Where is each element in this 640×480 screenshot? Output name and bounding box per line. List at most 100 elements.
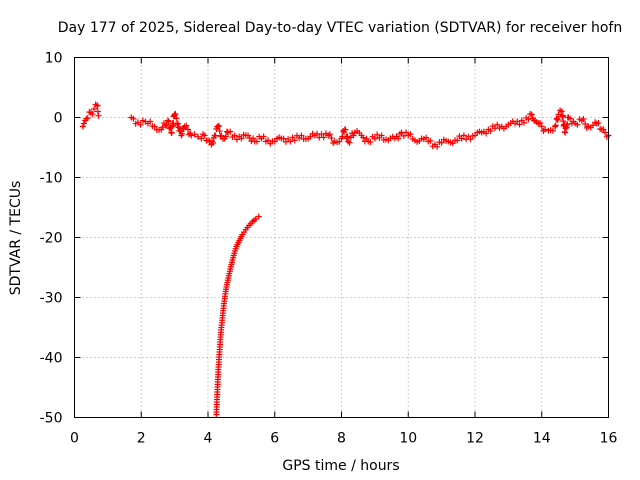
data-point (559, 112, 566, 119)
data-point (487, 127, 494, 134)
data-point (89, 111, 96, 118)
x-tick-label: 16 (600, 431, 618, 447)
data-point (350, 132, 357, 139)
data-point (472, 132, 478, 139)
data-point (216, 128, 223, 135)
y-tick-label: -20 (40, 231, 63, 247)
y-tick-label: 10 (45, 51, 63, 67)
data-point (460, 132, 467, 139)
data-point (191, 131, 198, 138)
data-point (554, 115, 561, 122)
data-point (215, 123, 222, 130)
data-point (554, 116, 561, 123)
data-point (287, 138, 294, 145)
data-point (525, 116, 532, 123)
data-point (162, 122, 169, 129)
data-point (227, 128, 234, 135)
data-point (210, 139, 217, 146)
data-point (595, 120, 602, 127)
data-point (378, 132, 385, 139)
data-point (94, 102, 101, 109)
data-point (342, 126, 349, 133)
data-point (552, 123, 559, 130)
data-point (567, 115, 574, 122)
data-point (222, 133, 229, 140)
data-point (438, 139, 445, 146)
data-point (175, 124, 182, 131)
data-point (163, 121, 170, 128)
data-point (374, 131, 381, 138)
data-point (151, 123, 158, 130)
data-point (215, 122, 222, 129)
data-point (346, 139, 353, 146)
data-point (137, 121, 144, 128)
y-tick-label: -10 (40, 171, 63, 187)
data-point (520, 119, 527, 126)
data-point (172, 110, 179, 117)
data-point (371, 135, 378, 142)
data-point (298, 132, 305, 139)
data-point (395, 135, 402, 142)
data-point (328, 135, 335, 142)
data-point (218, 132, 225, 139)
x-tick-label: 6 (270, 431, 279, 447)
x-tick-label: 8 (337, 431, 346, 447)
data-point (555, 111, 562, 118)
data-point (552, 122, 559, 129)
data-point (542, 126, 549, 133)
data-point (184, 126, 191, 133)
data-point (602, 129, 609, 136)
data-points (79, 101, 612, 418)
data-point (528, 111, 535, 118)
data-point (130, 115, 137, 122)
y-tick-label: -50 (40, 411, 63, 427)
data-point (173, 115, 180, 122)
data-point (174, 120, 181, 127)
y-axis-label: SDTVAR / TECUs (8, 181, 24, 296)
data-point (483, 130, 490, 137)
data-point (91, 105, 98, 112)
data-point (458, 135, 465, 142)
data-point (168, 130, 175, 137)
data-point (574, 121, 581, 128)
data-point (212, 132, 219, 139)
data-point (255, 213, 262, 220)
data-point (516, 121, 523, 128)
x-axis-label: GPS time / hours (282, 458, 399, 474)
data-point (165, 118, 172, 125)
data-point (198, 135, 205, 142)
data-point (183, 122, 190, 129)
data-point (260, 133, 267, 140)
data-point (252, 215, 259, 222)
data-point (336, 138, 343, 145)
data-point (265, 137, 272, 144)
x-tick-label: 12 (466, 431, 484, 447)
data-point (326, 131, 333, 138)
chart-title: Day 177 of 2025, Sidereal Day-to-day VTE… (58, 20, 622, 36)
data-point (345, 138, 352, 145)
data-point (231, 132, 238, 139)
data-point (407, 131, 414, 138)
data-point (454, 137, 461, 144)
data-point (95, 112, 102, 119)
data-point (147, 118, 154, 125)
data-point (188, 132, 195, 139)
data-point (423, 134, 430, 141)
data-point (427, 137, 434, 144)
data-point (174, 121, 181, 128)
data-point (558, 108, 565, 115)
x-tick-label: 2 (137, 431, 146, 447)
data-point (403, 129, 410, 136)
data-point (250, 135, 257, 142)
data-point (580, 116, 587, 123)
data-point (360, 134, 367, 141)
y-tick-label: -40 (40, 351, 63, 367)
data-point (84, 115, 91, 122)
grid (74, 57, 609, 418)
data-point (582, 120, 589, 127)
data-point (538, 123, 545, 130)
data-point (549, 127, 556, 134)
x-tick-label: 14 (533, 431, 551, 447)
data-point (320, 134, 327, 141)
data-point (179, 130, 186, 137)
